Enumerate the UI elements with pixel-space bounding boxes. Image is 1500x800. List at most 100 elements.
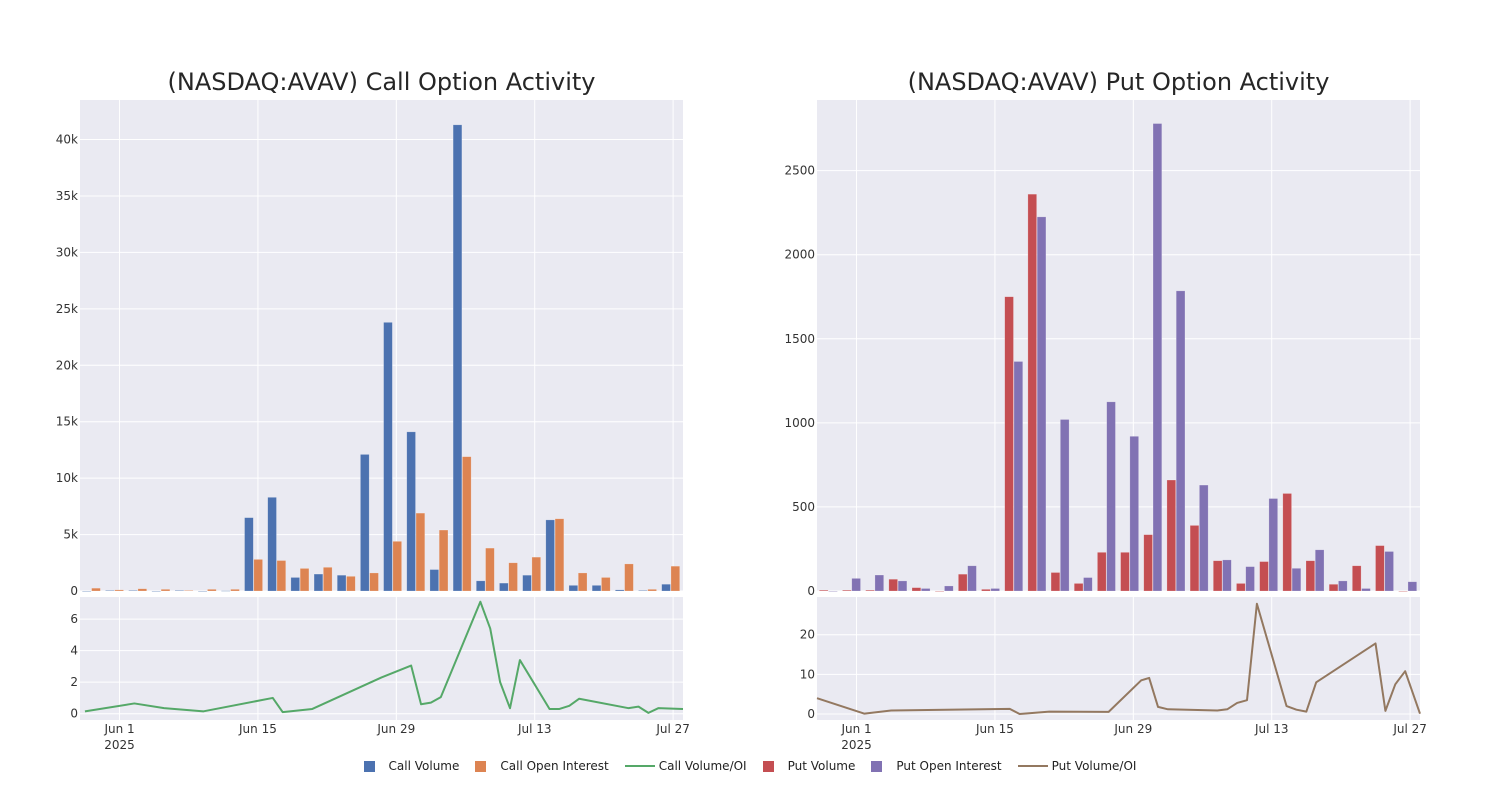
legend-label: Call Open Interest [500, 759, 609, 773]
call-y-tick-label: 20k [56, 358, 78, 372]
legend-item-put-volume[interactable]: Put Volume [762, 759, 856, 773]
call-bar-volume [151, 590, 161, 592]
put-bar-volume [842, 589, 852, 592]
legend-label: Put Volume/OI [1051, 759, 1137, 773]
call-bar-volume [545, 519, 555, 592]
put-chart-title: (NASDAQ:AVAV) Put Option Activity [907, 68, 1330, 96]
call-bar-open-interest [438, 529, 449, 592]
call-bar-volume [244, 517, 254, 592]
call-bar-open-interest [624, 563, 634, 592]
put-bar-open-interest [1407, 581, 1418, 592]
put-bar-volume [1328, 583, 1339, 592]
call-x-tick-label: Jul 13 [517, 722, 552, 736]
put-bar-volume [1143, 534, 1153, 592]
call-bar-volume [174, 590, 185, 592]
call-y-tick-label: 25k [56, 302, 78, 316]
call-bar-open-interest [508, 562, 518, 592]
put-bar-volume [1305, 560, 1316, 592]
put-bar-volume [911, 587, 922, 592]
put-bar-open-interest [1129, 436, 1139, 592]
call-bar-volume [499, 582, 509, 592]
put-bar-open-interest [874, 574, 885, 592]
legend-item-put-open-interest[interactable]: Put Open Interest [871, 759, 1002, 773]
call-chart-title: (NASDAQ:AVAV) Call Option Activity [167, 68, 596, 96]
call-bar-volume [661, 583, 671, 592]
call-bar-volume [197, 590, 208, 592]
put-bar-volume [1004, 296, 1014, 592]
call-bar-open-interest [137, 588, 148, 592]
call-bar-volume [406, 431, 416, 592]
call-bar-volume [290, 577, 300, 592]
put-x-tick-label: Jul 27 [1392, 722, 1427, 736]
put-bar-open-interest [1013, 361, 1024, 592]
legend-line-put-volume-oi [1017, 765, 1048, 767]
put-bar-volume [1375, 545, 1385, 592]
call-sub-y-tick-label: 4 [70, 644, 78, 658]
put-bar-open-interest [1245, 566, 1255, 592]
put-bar-open-interest [1314, 549, 1325, 592]
put-volume-oi-line [816, 602, 1421, 716]
put-y-tick-label: 1000 [784, 416, 815, 430]
put-bar-volume [1166, 479, 1177, 592]
put-y-tick-label: 0 [807, 584, 815, 598]
put-sub-y-tick-label: 20 [800, 628, 815, 642]
call-bar-volume [568, 585, 579, 592]
call-bar-volume [105, 590, 115, 592]
legend-label: Call Volume/OI [658, 759, 747, 773]
put-bar-open-interest [897, 580, 908, 592]
put-bar-open-interest [1083, 577, 1093, 592]
call-sub-y-tick-label: 2 [70, 675, 78, 689]
legend-item-call-volume-oi[interactable]: Call Volume/OI [624, 759, 747, 773]
put-bar-open-interest [1036, 216, 1047, 592]
put-x-tick-label: Jun 15 [975, 722, 1014, 736]
call-bar-volume [267, 497, 277, 592]
put-bar-volume [1236, 583, 1246, 592]
call-bar-open-interest [207, 589, 217, 592]
call-bar-volume [522, 574, 532, 592]
call-y-tick-label: 10k [56, 471, 78, 485]
call-x-tick-label: Jun 1 [103, 722, 134, 736]
call-bar-open-interest [160, 589, 171, 592]
legend-swatch-put-volume [762, 760, 774, 772]
call-bar-volume [313, 573, 324, 592]
call-bar-open-interest [369, 572, 379, 592]
call-volume-oi-line [84, 600, 684, 714]
put-subplot-background [817, 597, 1420, 720]
call-bar-volume [452, 124, 463, 592]
put-bar-open-interest [1361, 588, 1371, 592]
call-bar-volume [360, 454, 370, 592]
put-sub-y-tick-label: 0 [807, 707, 815, 721]
put-bar-open-interest [1338, 580, 1348, 592]
call-bar-open-interest [392, 541, 402, 592]
call-bar-open-interest [531, 556, 541, 592]
legend-swatch-put-open-interest [871, 760, 883, 772]
call-bar-volume [82, 590, 92, 592]
put-x-tick-label: Jul 13 [1254, 722, 1289, 736]
put-bar-open-interest [1199, 484, 1209, 592]
legend-label: Put Volume [787, 759, 856, 773]
put-y-tick-label: 500 [792, 500, 815, 514]
put-x-tick-label: Jun 29 [1113, 722, 1152, 736]
legend-label: Put Open Interest [896, 759, 1002, 773]
put-bar-volume [934, 590, 945, 592]
put-bar-open-interest [1268, 498, 1278, 592]
put-bar-volume [888, 578, 898, 592]
legend-item-call-open-interest[interactable]: Call Open Interest [475, 759, 609, 773]
put-bar-volume [1212, 560, 1223, 592]
put-bar-open-interest [1060, 419, 1070, 592]
put-bar-open-interest [1222, 559, 1232, 592]
call-plot-background [80, 100, 683, 591]
legend: Call Volume Call Open Interest Call Volu… [0, 759, 1500, 773]
put-bar-open-interest [851, 578, 861, 592]
call-bar-open-interest [462, 456, 472, 592]
put-bar-open-interest [944, 585, 954, 592]
put-bar-volume [1120, 552, 1130, 592]
legend-item-put-volume-oi[interactable]: Put Volume/OI [1017, 759, 1137, 773]
call-bar-open-interest [230, 589, 240, 592]
put-bar-open-interest [1291, 567, 1302, 592]
put-x-tick-year: 2025 [841, 738, 872, 752]
put-bar-volume [819, 589, 829, 592]
legend-item-call-volume[interactable]: Call Volume [363, 759, 459, 773]
put-bar-volume [958, 573, 968, 592]
